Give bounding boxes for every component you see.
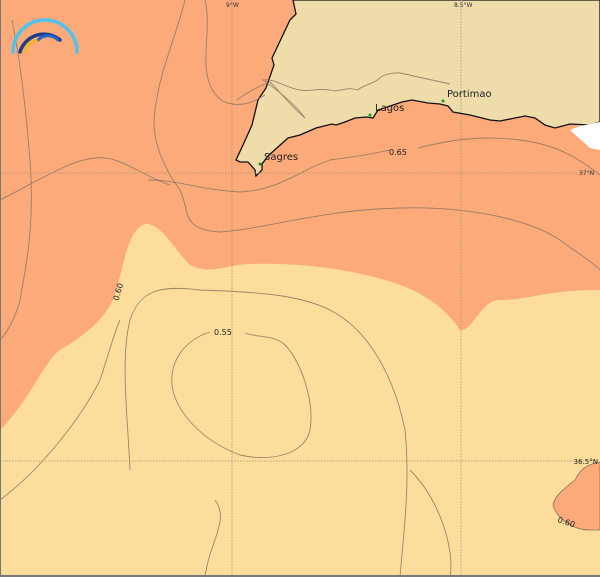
city-label-sagres: Sagres xyxy=(264,152,298,163)
white-nodata-area xyxy=(570,122,600,150)
city-marker-sagres[interactable] xyxy=(258,162,262,166)
contour-line xyxy=(153,0,600,271)
contour-line xyxy=(0,157,171,201)
contour-line xyxy=(171,331,312,458)
contour-line xyxy=(0,19,32,341)
lat-label: 37°N xyxy=(579,170,594,177)
contour-label: 0.65 xyxy=(389,148,407,157)
lon-label: 8.5°W xyxy=(454,2,473,9)
lon-label: 9°W xyxy=(226,2,239,9)
contour-label: 0.60 xyxy=(112,282,125,302)
contour-line xyxy=(124,287,408,577)
bottom-border xyxy=(0,575,600,577)
city-label-portimao: Portimao xyxy=(447,89,492,100)
rainbow-arcs-logo-icon xyxy=(11,18,79,54)
contour-label: 0.55 xyxy=(214,328,232,337)
contour-line xyxy=(147,137,600,193)
district-border xyxy=(236,72,451,119)
city-marker-lagos[interactable] xyxy=(368,113,372,117)
contour-line xyxy=(0,319,121,501)
sea-band-low xyxy=(0,223,600,577)
land-area xyxy=(235,0,600,178)
contour-line xyxy=(204,469,452,577)
sea-band-high-patch xyxy=(552,461,600,531)
contour-line xyxy=(204,0,266,105)
city-marker-portimao[interactable] xyxy=(441,99,445,103)
city-label-lagos: Lagos xyxy=(375,103,404,114)
left-border xyxy=(0,0,1,577)
lat-label: 36.5°N xyxy=(574,458,598,466)
